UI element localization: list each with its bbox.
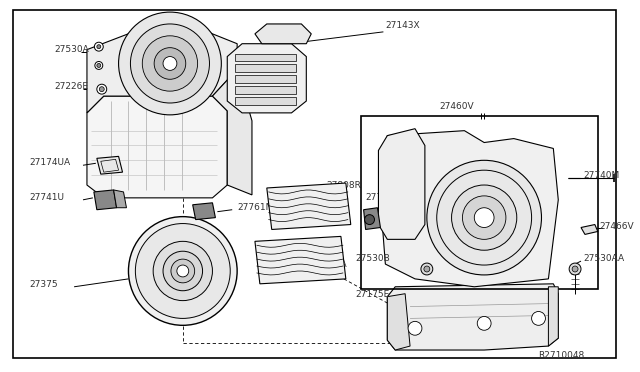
Polygon shape: [380, 131, 558, 287]
Polygon shape: [193, 203, 216, 219]
Text: 27460V: 27460V: [440, 102, 474, 111]
Bar: [361, 116, 598, 289]
Circle shape: [97, 64, 100, 67]
Text: 27740M: 27740M: [583, 171, 620, 180]
Polygon shape: [87, 96, 227, 198]
Circle shape: [131, 24, 209, 103]
Polygon shape: [227, 44, 307, 113]
Circle shape: [94, 42, 103, 51]
Polygon shape: [87, 32, 237, 113]
Text: 27530B: 27530B: [356, 254, 390, 263]
Text: 27175E: 27175E: [356, 290, 390, 299]
Bar: [235, 86, 296, 94]
Circle shape: [118, 12, 221, 115]
Text: 27466V: 27466V: [600, 222, 634, 231]
Polygon shape: [97, 156, 122, 174]
Polygon shape: [581, 225, 598, 234]
Bar: [235, 97, 296, 105]
Polygon shape: [548, 287, 558, 346]
Text: R2710048: R2710048: [538, 351, 585, 360]
Circle shape: [99, 87, 104, 92]
Circle shape: [424, 266, 430, 272]
Polygon shape: [212, 70, 252, 195]
Circle shape: [142, 36, 198, 91]
Text: 27530A: 27530A: [54, 45, 89, 54]
Text: 27143X: 27143X: [385, 21, 420, 30]
Text: 27530AA: 27530AA: [583, 254, 624, 263]
Text: 27808R: 27808R: [326, 181, 361, 190]
Circle shape: [474, 208, 494, 228]
Circle shape: [154, 48, 186, 79]
Polygon shape: [255, 24, 311, 44]
Polygon shape: [387, 284, 558, 350]
Circle shape: [95, 61, 103, 70]
Circle shape: [171, 259, 195, 283]
Circle shape: [129, 217, 237, 326]
Polygon shape: [255, 236, 346, 284]
Polygon shape: [387, 294, 410, 350]
Text: 27226E: 27226E: [54, 82, 88, 91]
Text: 27741U: 27741U: [29, 193, 65, 202]
Circle shape: [452, 185, 516, 250]
Circle shape: [532, 311, 545, 326]
Polygon shape: [94, 190, 116, 210]
Text: 27740Q: 27740Q: [365, 193, 401, 202]
Circle shape: [365, 215, 374, 225]
Polygon shape: [114, 190, 127, 208]
Circle shape: [163, 57, 177, 70]
Bar: [235, 54, 296, 61]
Circle shape: [477, 317, 491, 330]
Circle shape: [572, 266, 578, 272]
Text: 27761N: 27761N: [237, 203, 273, 212]
Bar: [235, 64, 296, 73]
Bar: [235, 76, 296, 83]
Circle shape: [408, 321, 422, 335]
Circle shape: [427, 160, 541, 275]
Circle shape: [421, 263, 433, 275]
Text: 27375: 27375: [29, 280, 58, 289]
Text: 27174UA: 27174UA: [29, 158, 71, 167]
Circle shape: [97, 84, 107, 94]
Circle shape: [97, 45, 100, 49]
Circle shape: [569, 263, 581, 275]
Polygon shape: [267, 183, 351, 230]
Circle shape: [177, 265, 189, 277]
Circle shape: [136, 224, 230, 318]
Polygon shape: [378, 129, 425, 239]
Polygon shape: [364, 208, 380, 230]
Circle shape: [163, 251, 203, 291]
Circle shape: [153, 241, 212, 301]
Circle shape: [463, 196, 506, 239]
Text: 27808RA: 27808RA: [307, 260, 347, 269]
